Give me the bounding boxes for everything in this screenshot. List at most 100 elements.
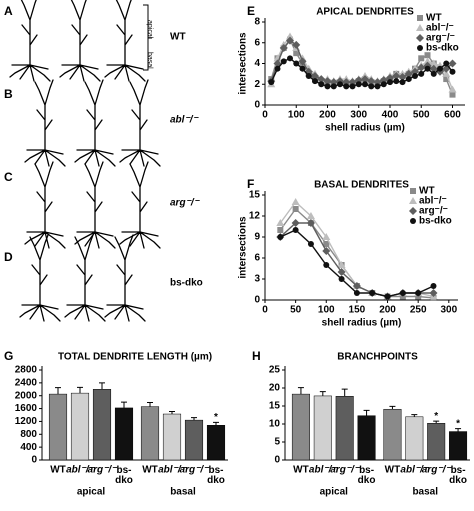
marker — [392, 71, 401, 80]
marker — [404, 69, 413, 78]
marker — [443, 76, 450, 83]
y-tick-label: 0 — [254, 100, 260, 111]
bar — [206, 425, 226, 461]
marker — [449, 68, 456, 75]
chart-title: TOTAL DENDRITE LENGTH (µm) — [58, 352, 212, 363]
neuron — [104, 0, 146, 82]
marker — [409, 207, 417, 215]
error-bar — [121, 401, 127, 408]
x-tick-label: arg⁻/⁻ — [330, 465, 361, 476]
chart-title: BASAL DENDRITES — [314, 180, 409, 191]
marker — [405, 76, 412, 83]
marker — [448, 85, 457, 93]
marker — [399, 79, 406, 86]
marker — [387, 79, 393, 86]
y-tick-label: 2800 — [15, 365, 38, 376]
marker — [380, 81, 387, 88]
group-label: apical — [77, 487, 106, 498]
marker — [324, 83, 331, 90]
bar — [92, 389, 112, 461]
x-tick-label: bs-dko — [207, 465, 225, 486]
neuron-panels: apical basal — [9, 0, 161, 322]
marker — [277, 227, 284, 233]
marker — [317, 75, 326, 84]
genotype-label: WT — [170, 32, 186, 43]
basal-label: basal — [146, 52, 153, 69]
x-tick-label: 100 — [318, 305, 335, 316]
error-bar — [389, 405, 396, 410]
significance-mark: * — [456, 418, 460, 429]
x-tick-label: abl⁻/⁻ — [309, 465, 339, 476]
error-bar — [341, 388, 348, 397]
y-tick-label: 1600 — [15, 403, 38, 414]
y-tick-label: 20 — [269, 383, 281, 394]
y-tick-label: 0 — [31, 455, 37, 466]
marker — [318, 81, 325, 88]
marker — [430, 283, 437, 289]
error-bar — [169, 410, 175, 415]
chart-title: APICAL DENDRITES — [316, 7, 414, 18]
marker — [415, 290, 422, 296]
y-tick-label: 2400 — [15, 377, 38, 388]
marker — [410, 218, 416, 224]
y-tick-label: 4 — [254, 58, 260, 69]
panel-label: E — [247, 4, 255, 18]
panel-label: G — [4, 349, 13, 363]
neuron — [119, 161, 161, 249]
marker — [312, 78, 318, 85]
marker — [429, 59, 438, 67]
bar — [357, 415, 376, 461]
bar — [140, 406, 160, 461]
bar — [449, 431, 468, 461]
group-label: apical — [320, 487, 349, 498]
y-tick-label: 9 — [254, 232, 260, 243]
error-bar — [99, 382, 105, 390]
x-tick-label: arg⁻/⁻ — [422, 465, 453, 476]
marker — [374, 83, 381, 90]
neuron — [24, 79, 66, 167]
error-bar — [147, 401, 153, 407]
y-tick-label: 25 — [269, 365, 281, 376]
marker — [337, 261, 346, 268]
marker — [429, 289, 438, 297]
marker — [423, 57, 432, 65]
y-tick-label: 3 — [254, 274, 260, 285]
x-tick-label: 0 — [262, 110, 268, 121]
marker — [323, 241, 330, 247]
marker — [362, 81, 368, 88]
x-tick-label: arg⁻/⁻ — [88, 465, 119, 476]
marker — [442, 69, 451, 77]
x-tick-label: bs-dko — [449, 465, 467, 486]
marker — [280, 58, 287, 65]
x-tick-label: WT — [142, 465, 158, 476]
bar — [383, 408, 402, 461]
y-tick-label: 2000 — [15, 390, 38, 401]
x-tick-label: 500 — [413, 110, 430, 121]
x-tick-label: 0 — [262, 305, 268, 316]
marker — [367, 77, 376, 86]
x-tick-label: 400 — [382, 110, 399, 121]
y-tick-label: 15 — [269, 401, 281, 412]
neuron — [74, 161, 116, 249]
marker — [353, 290, 360, 296]
marker — [349, 83, 356, 90]
legend-label: abl⁻/⁻ — [426, 23, 454, 34]
y-tick-label: 0 — [274, 455, 280, 466]
x-tick-label: 600 — [444, 110, 461, 121]
neuron — [104, 234, 146, 322]
legend-label: WT — [419, 186, 435, 197]
x-tick-label: 250 — [410, 305, 427, 316]
y-tick-label: 10 — [269, 419, 281, 430]
x-tick-label: bs-dko — [115, 465, 133, 486]
bar — [313, 395, 332, 461]
y-tick-label: 0 — [254, 295, 260, 306]
y-axis-label: intersections — [238, 32, 249, 95]
neuron — [9, 0, 51, 82]
marker — [352, 282, 361, 290]
y-tick-label: 2 — [254, 79, 260, 90]
marker — [418, 55, 425, 62]
y-tick-label: 6 — [254, 37, 260, 48]
marker — [369, 290, 376, 296]
marker — [306, 212, 315, 219]
